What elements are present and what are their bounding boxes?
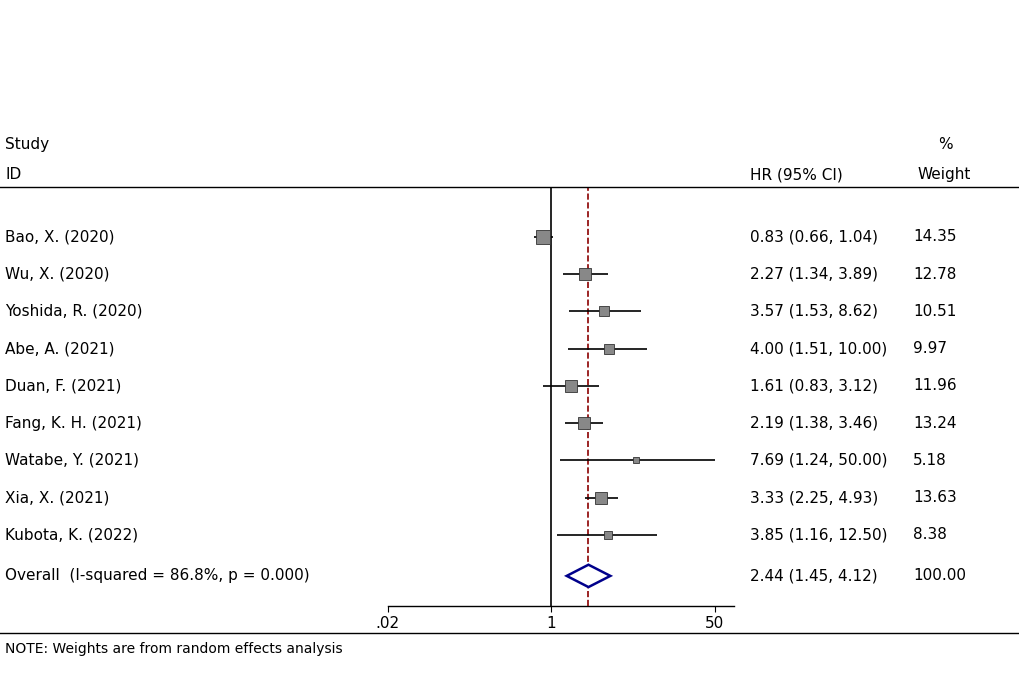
Text: 3.57 (1.53, 8.62): 3.57 (1.53, 8.62) xyxy=(749,304,876,319)
Text: 2.27 (1.34, 3.89): 2.27 (1.34, 3.89) xyxy=(749,267,876,281)
Text: 7.69 (1.24, 50.00): 7.69 (1.24, 50.00) xyxy=(749,453,887,468)
Text: Kubota, K. (2022): Kubota, K. (2022) xyxy=(5,528,139,542)
Text: ID: ID xyxy=(5,168,21,182)
Polygon shape xyxy=(567,565,609,587)
Text: 2.19 (1.38, 3.46): 2.19 (1.38, 3.46) xyxy=(749,416,877,431)
Text: 8.38: 8.38 xyxy=(912,528,946,542)
Text: Study: Study xyxy=(5,137,49,152)
Text: 5.18: 5.18 xyxy=(912,453,946,468)
Text: Abe, A. (2021): Abe, A. (2021) xyxy=(5,341,114,356)
Text: 14.35: 14.35 xyxy=(912,229,956,244)
Text: 10.51: 10.51 xyxy=(912,304,956,319)
Text: Fang, K. H. (2021): Fang, K. H. (2021) xyxy=(5,416,142,431)
Text: 12.78: 12.78 xyxy=(912,267,956,281)
Text: Bao, X. (2020): Bao, X. (2020) xyxy=(5,229,114,244)
Text: Weight: Weight xyxy=(917,168,970,182)
Text: 4.00 (1.51, 10.00): 4.00 (1.51, 10.00) xyxy=(749,341,887,356)
Text: 13.24: 13.24 xyxy=(912,416,956,431)
Text: Watabe, Y. (2021): Watabe, Y. (2021) xyxy=(5,453,139,468)
Text: 2.44 (1.45, 4.12): 2.44 (1.45, 4.12) xyxy=(749,569,876,583)
Text: 11.96: 11.96 xyxy=(912,378,956,394)
Text: 13.63: 13.63 xyxy=(912,490,956,505)
Text: 1.61 (0.83, 3.12): 1.61 (0.83, 3.12) xyxy=(749,378,876,394)
Text: NOTE: Weights are from random effects analysis: NOTE: Weights are from random effects an… xyxy=(5,643,342,656)
Text: 3.33 (2.25, 4.93): 3.33 (2.25, 4.93) xyxy=(749,490,877,505)
Text: Duan, F. (2021): Duan, F. (2021) xyxy=(5,378,121,394)
Text: Overall  (I-squared = 86.8%, p = 0.000): Overall (I-squared = 86.8%, p = 0.000) xyxy=(5,569,310,583)
Text: Yoshida, R. (2020): Yoshida, R. (2020) xyxy=(5,304,143,319)
Text: Xia, X. (2021): Xia, X. (2021) xyxy=(5,490,109,505)
Text: 9.97: 9.97 xyxy=(912,341,946,356)
Text: HR (95% CI): HR (95% CI) xyxy=(749,168,842,182)
Text: 3.85 (1.16, 12.50): 3.85 (1.16, 12.50) xyxy=(749,528,887,542)
Text: 0.83 (0.66, 1.04): 0.83 (0.66, 1.04) xyxy=(749,229,876,244)
Text: Wu, X. (2020): Wu, X. (2020) xyxy=(5,267,109,281)
Text: %: % xyxy=(937,137,952,152)
Text: 100.00: 100.00 xyxy=(912,569,965,583)
